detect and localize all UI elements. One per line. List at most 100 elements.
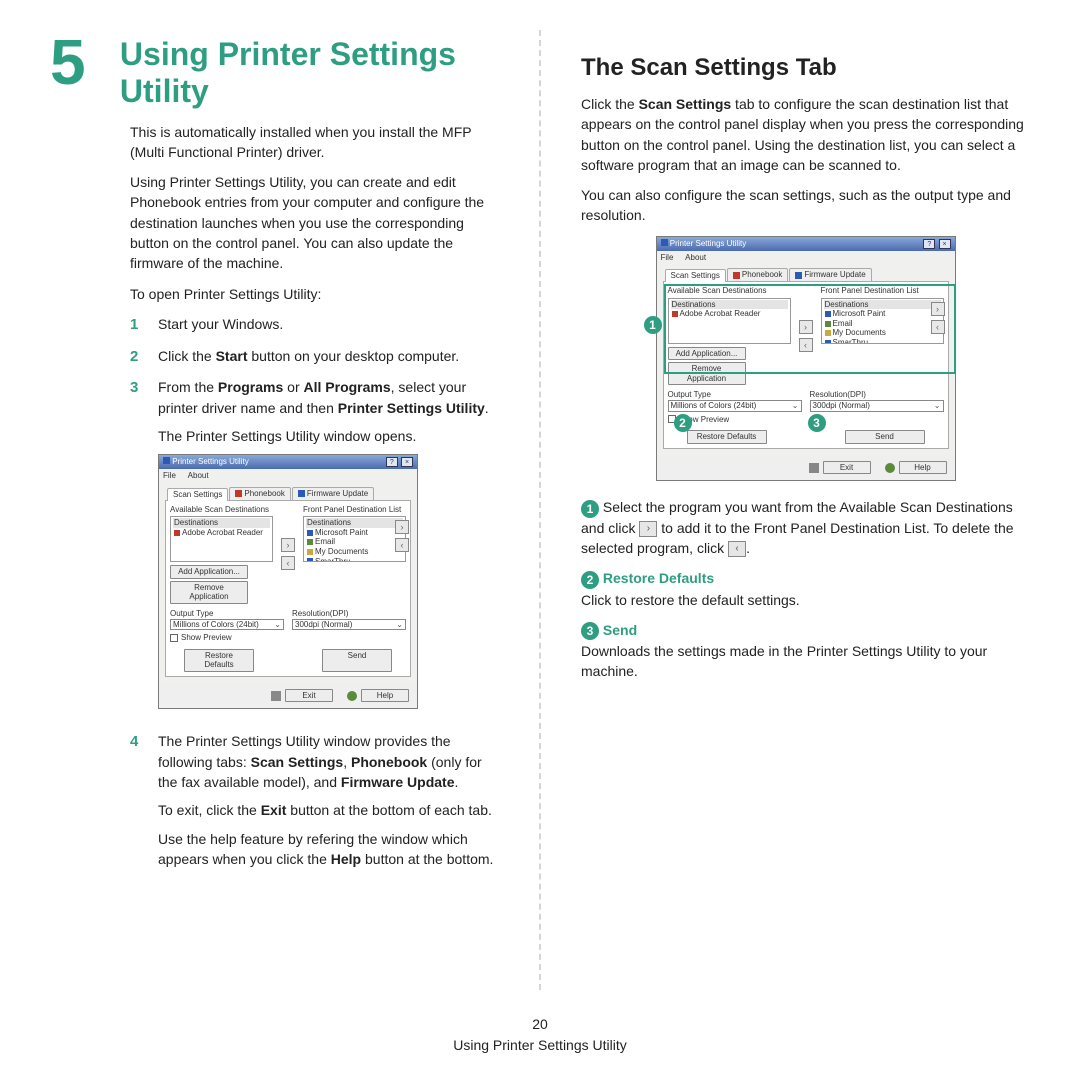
chevron-down-icon: ⌄ — [396, 620, 403, 630]
tab-firmware[interactable]: Firmware Update — [789, 268, 871, 281]
help-icon — [347, 691, 357, 701]
move-down-button[interactable]: ‹ — [931, 320, 945, 334]
step-2: Click the Start button on your desktop c… — [158, 346, 499, 368]
folder-icon — [825, 330, 831, 336]
move-up-button[interactable]: › — [395, 520, 409, 534]
intro-p2: Using Printer Settings Utility, you can … — [130, 172, 499, 273]
email-icon — [307, 539, 313, 545]
page-number: 20 — [0, 1014, 1080, 1035]
menu-file[interactable]: File — [163, 471, 176, 480]
help-button[interactable]: Help — [361, 689, 409, 703]
step-4: The Printer Settings Utility window prov… — [158, 731, 499, 877]
help-button[interactable]: ? — [923, 239, 935, 249]
help-icon — [885, 463, 895, 473]
firmware-icon — [298, 490, 305, 497]
acrobat-icon — [672, 311, 678, 317]
right-column: The Scan Settings Tab Click the Scan Set… — [581, 30, 1030, 990]
chevron-down-icon: ⌄ — [792, 401, 799, 411]
folder-icon — [307, 549, 313, 555]
exit-button[interactable]: Exit — [285, 689, 333, 703]
output-type-label: Output Type — [668, 390, 802, 400]
exit-icon — [809, 463, 819, 473]
tab-phonebook[interactable]: Phonebook — [727, 268, 788, 281]
show-preview-checkbox[interactable]: Show Preview — [170, 633, 406, 643]
front-panel-list[interactable]: Destinations Microsoft Paint Email My Do… — [303, 516, 406, 562]
email-icon — [825, 321, 831, 327]
available-list[interactable]: Destinations Adobe Acrobat Reader — [170, 516, 273, 562]
chevron-down-icon: ⌄ — [274, 620, 281, 630]
add-arrow-button[interactable]: › — [281, 538, 295, 552]
resolution-label: Resolution(DPI) — [810, 390, 944, 400]
send-button[interactable]: Send — [845, 430, 925, 444]
output-type-select[interactable]: Millions of Colors (24bit)⌄ — [170, 619, 284, 631]
move-up-button[interactable]: › — [931, 302, 945, 316]
printer-settings-window: Printer Settings Utility ? × File About — [158, 454, 418, 709]
tab-scan-settings[interactable]: Scan Settings — [167, 488, 228, 501]
exit-icon — [271, 691, 281, 701]
chapter-title: Using Printer Settings Utility — [120, 36, 499, 110]
close-button[interactable]: × — [939, 239, 951, 249]
firmware-icon — [795, 272, 802, 279]
smarthru-icon — [825, 340, 831, 344]
front-panel-list[interactable]: Destinations Microsoft Paint Email My Do… — [821, 298, 944, 344]
callout-1-text: 1 Select the program you want from the A… — [581, 497, 1030, 558]
menu-file[interactable]: File — [661, 253, 674, 262]
help-button[interactable]: ? — [386, 457, 398, 467]
callout-3-block: 3 Send Downloads the settings made in th… — [581, 620, 1030, 681]
available-label: Available Scan Destinations — [668, 286, 791, 296]
resolution-select[interactable]: 300dpi (Normal)⌄ — [810, 400, 944, 412]
move-down-button[interactable]: ‹ — [395, 538, 409, 552]
tab-firmware[interactable]: Firmware Update — [292, 487, 374, 500]
scan-settings-p2: You can also configure the scan settings… — [581, 185, 1030, 226]
app-icon — [163, 457, 170, 464]
remove-application-button[interactable]: Remove Application — [668, 362, 746, 385]
available-label: Available Scan Destinations — [170, 505, 273, 515]
restore-defaults-button[interactable]: Restore Defaults — [687, 430, 767, 444]
phonebook-icon — [733, 272, 740, 279]
intro-p1: This is automatically installed when you… — [130, 122, 499, 163]
scan-settings-p1: Click the Scan Settings tab to configure… — [581, 94, 1030, 175]
show-preview-checkbox[interactable]: Show Preview — [668, 415, 944, 425]
resolution-select[interactable]: 300dpi (Normal)⌄ — [292, 619, 406, 631]
intro-p3: To open Printer Settings Utility: — [130, 284, 499, 304]
smarthru-icon — [307, 558, 313, 562]
step-num: 2 — [130, 346, 146, 368]
section-heading: The Scan Settings Tab — [581, 54, 1030, 82]
front-panel-label: Front Panel Destination List — [821, 286, 944, 296]
step-num: 1 — [130, 314, 146, 336]
step-num: 4 — [130, 731, 146, 877]
arrow-right-icon: › — [639, 521, 657, 537]
menu-about[interactable]: About — [188, 471, 209, 480]
phonebook-icon — [235, 490, 242, 497]
remove-arrow-button[interactable]: ‹ — [281, 556, 295, 570]
column-divider — [539, 30, 541, 990]
arrow-left-icon: ‹ — [728, 541, 746, 557]
add-application-button[interactable]: Add Application... — [170, 565, 248, 579]
close-button[interactable]: × — [401, 457, 413, 467]
page-footer: 20 Using Printer Settings Utility — [0, 1014, 1080, 1056]
tab-scan-settings[interactable]: Scan Settings — [665, 269, 726, 282]
front-panel-label: Front Panel Destination List — [303, 505, 406, 515]
chapter-number: 5 — [50, 30, 120, 94]
remove-application-button[interactable]: Remove Application — [170, 581, 248, 604]
output-type-select[interactable]: Millions of Colors (24bit)⌄ — [668, 400, 802, 412]
step-3: From the Programs or All Programs, selec… — [158, 377, 499, 721]
callout-2-block: 2 Restore Defaults Click to restore the … — [581, 568, 1030, 610]
send-button[interactable]: Send — [322, 649, 392, 672]
paint-icon — [307, 530, 313, 536]
chevron-down-icon: ⌄ — [934, 401, 941, 411]
restore-defaults-button[interactable]: Restore Defaults — [184, 649, 254, 672]
page-label: Using Printer Settings Utility — [0, 1035, 1080, 1056]
help-button[interactable]: Help — [899, 461, 947, 475]
paint-icon — [825, 311, 831, 317]
menu-about[interactable]: About — [685, 253, 706, 262]
remove-arrow-button[interactable]: ‹ — [799, 338, 813, 352]
output-type-label: Output Type — [170, 609, 284, 619]
available-list[interactable]: Destinations Adobe Acrobat Reader — [668, 298, 791, 344]
add-application-button[interactable]: Add Application... — [668, 347, 746, 361]
left-column: 5 Using Printer Settings Utility This is… — [50, 30, 499, 990]
resolution-label: Resolution(DPI) — [292, 609, 406, 619]
add-arrow-button[interactable]: › — [799, 320, 813, 334]
tab-phonebook[interactable]: Phonebook — [229, 487, 290, 500]
exit-button[interactable]: Exit — [823, 461, 871, 475]
